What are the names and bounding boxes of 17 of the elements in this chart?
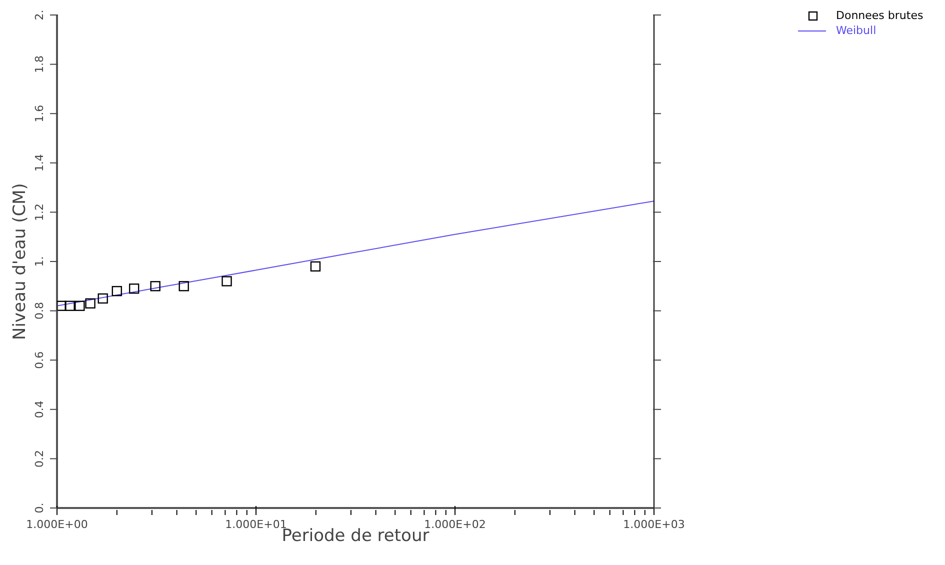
y-tick-label: 1.6 bbox=[33, 104, 46, 122]
x-tick-label: 1.000E+03 bbox=[623, 518, 685, 531]
legend-label: Weibull bbox=[836, 23, 876, 38]
y-tick-label: 0.6 bbox=[33, 351, 46, 369]
y-tick-label: 0.2 bbox=[33, 450, 46, 468]
y-tick-label: 1. bbox=[33, 256, 46, 267]
y-tick-label: 1.8 bbox=[33, 56, 46, 74]
y-tick-label: 0.4 bbox=[33, 400, 46, 418]
x-tick-label: 1.000E+02 bbox=[424, 518, 486, 531]
y-tick-label: 1.4 bbox=[33, 154, 46, 172]
y-tick-label: 2. bbox=[33, 10, 46, 20]
x-tick-label: 1.000E+00 bbox=[26, 518, 88, 531]
y-tick-label: 0. bbox=[33, 502, 46, 514]
legend-label: Donnees brutes bbox=[836, 8, 924, 23]
y-axis-title: Niveau d'eau (CM) bbox=[10, 183, 30, 340]
y-tick-label: 1.2 bbox=[33, 203, 46, 221]
y-tick-label: 0.8 bbox=[33, 302, 46, 320]
